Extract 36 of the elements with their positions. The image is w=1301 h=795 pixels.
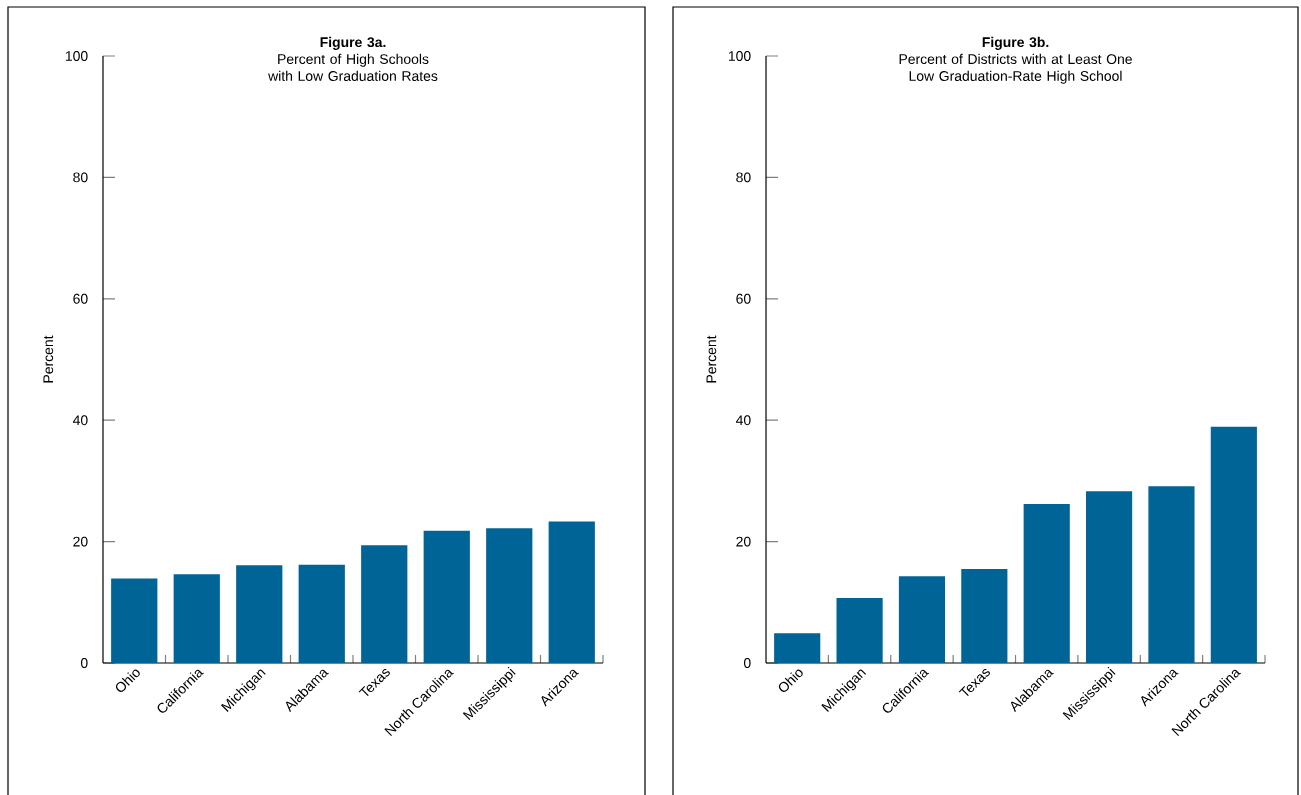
y-tick-label: 40 <box>72 415 88 426</box>
chart-subtitle: Percent of High Schools with Low Graduation Rates <box>268 53 438 81</box>
bar <box>423 530 470 663</box>
bar <box>236 565 283 663</box>
x-tick-label: Ohio <box>778 669 803 692</box>
bar <box>836 598 883 663</box>
y-tick-label: 100 <box>728 51 751 61</box>
bar <box>111 578 158 663</box>
chart-subtitle: Percent of Districts with at Least One Low Graduation-Rate High School <box>899 53 1132 84</box>
y-tick-label: 0 <box>743 658 751 668</box>
bar <box>1148 486 1195 663</box>
bar <box>898 576 946 663</box>
y-tick-label: 60 <box>73 293 88 304</box>
bar <box>1086 491 1133 663</box>
y-tick-label: 80 <box>736 172 751 183</box>
y-tick-label: 60 <box>736 293 751 304</box>
bar <box>361 545 408 663</box>
y-tick-label: 100 <box>65 51 88 61</box>
y-axis-title: Percent <box>706 335 717 383</box>
bar <box>298 564 345 663</box>
y-tick-label: 20 <box>736 536 751 547</box>
bar <box>774 633 821 663</box>
bar <box>1023 503 1070 663</box>
bar <box>548 521 595 663</box>
chart-title: Figure 3a. <box>320 36 386 50</box>
bar <box>1210 426 1257 663</box>
bar <box>486 528 533 663</box>
y-tick-label: 80 <box>73 172 88 183</box>
bar <box>173 574 220 663</box>
bar <box>961 568 1008 663</box>
y-tick-label: 0 <box>80 658 88 668</box>
y-tick-label: 40 <box>735 415 751 426</box>
chart-title: Figure 3b. <box>982 36 1049 50</box>
y-axis-title: Percent <box>43 335 54 383</box>
x-tick-label: Ohio <box>115 669 140 692</box>
y-tick-label: 20 <box>73 536 88 547</box>
